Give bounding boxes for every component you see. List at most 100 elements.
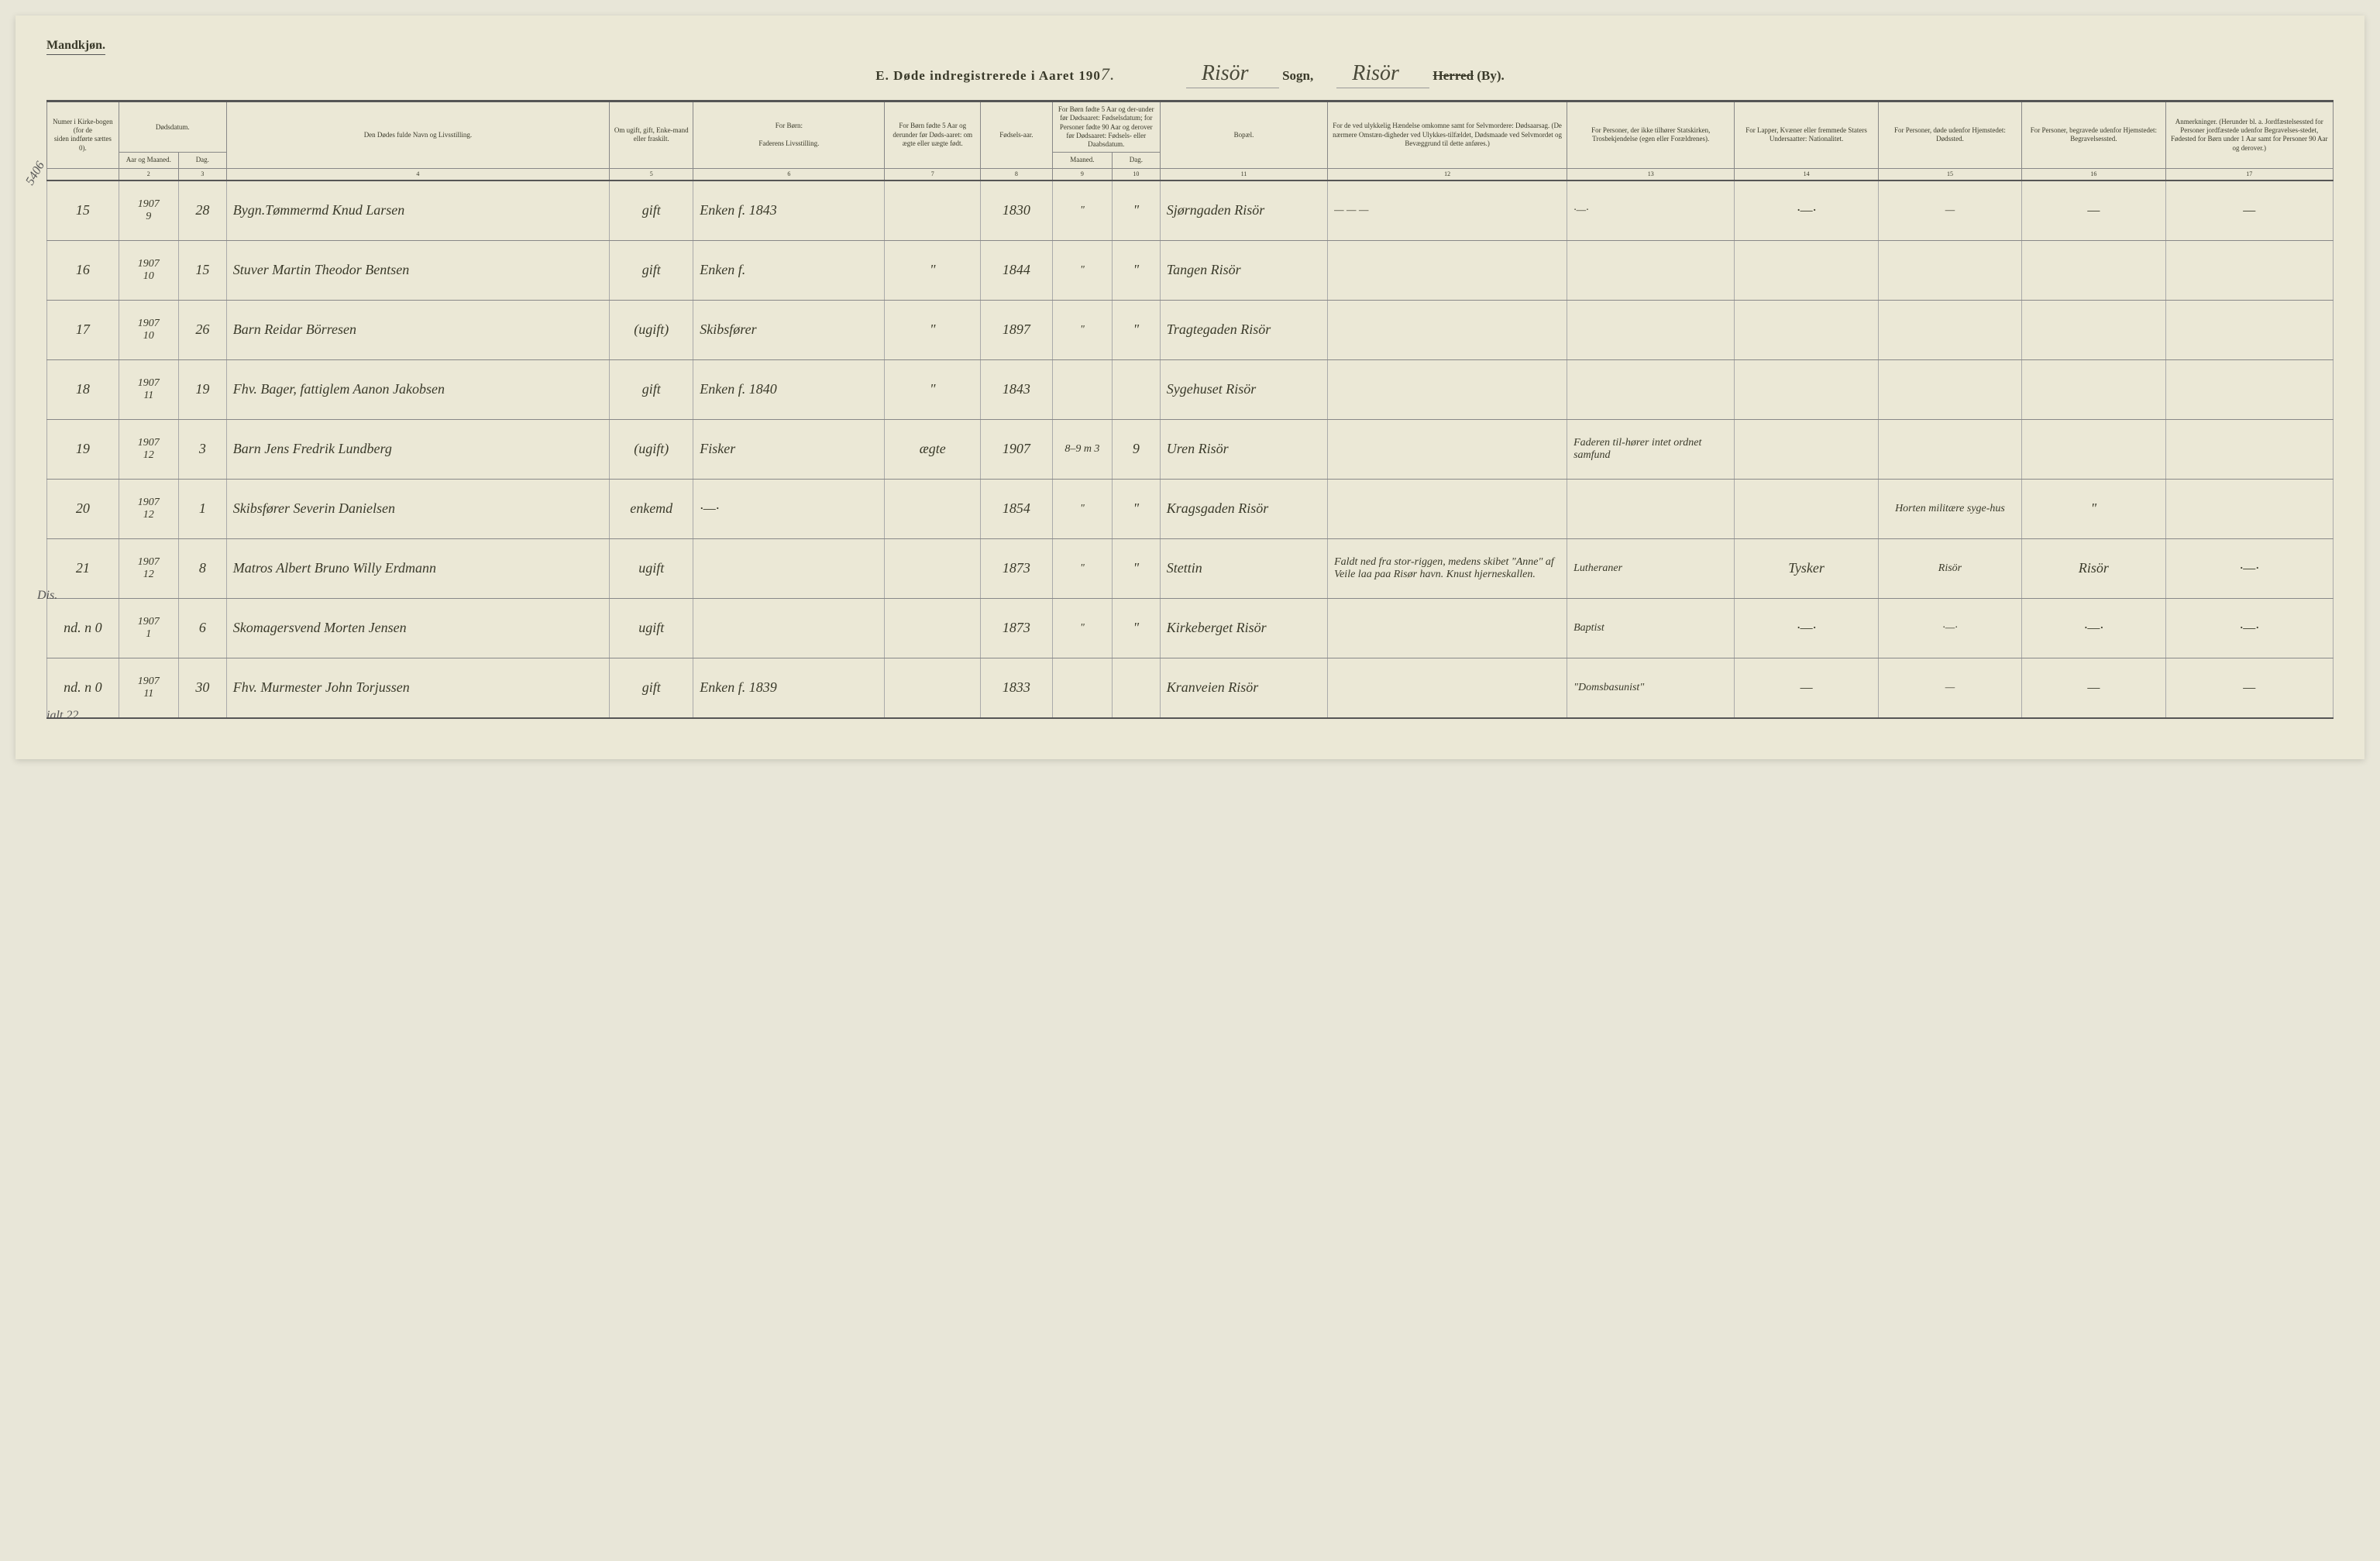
cell-father [693, 598, 885, 658]
cell-born: 1833 [981, 658, 1053, 718]
cell-faith: "Domsbasunist" [1567, 658, 1735, 718]
cell-faith [1567, 300, 1735, 359]
cell-bd [1113, 658, 1161, 718]
cell-yearmo: 190710 [119, 240, 178, 300]
cell-cause [1328, 300, 1567, 359]
cell-day: 6 [178, 598, 226, 658]
cell-day: 8 [178, 538, 226, 598]
cell-yearmo: 190711 [119, 658, 178, 718]
cell-born: 1830 [981, 181, 1053, 241]
cell-day: 30 [178, 658, 226, 718]
cell-bplace [2022, 419, 2165, 479]
cell-faith [1567, 240, 1735, 300]
table-row: 1719071026Barn Reidar Börresen(ugift)Ski… [47, 300, 2334, 359]
header-row: Mandkjøn. [46, 39, 2334, 55]
cell-legit: " [885, 240, 981, 300]
cell-legit [885, 538, 981, 598]
cell-status: (ugift) [610, 300, 693, 359]
cell-dplace: ·—· [1878, 598, 2021, 658]
cell-bm: " [1052, 479, 1112, 538]
cell-father: Skibsfører [693, 300, 885, 359]
cell-born: 1854 [981, 479, 1053, 538]
cell-yearmo: 19079 [119, 181, 178, 241]
cell-bd [1113, 359, 1161, 419]
cell-legit: " [885, 300, 981, 359]
table-row: 211907128Matros Albert Bruno Willy Erdma… [47, 538, 2334, 598]
cell-bd: 9 [1113, 419, 1161, 479]
cell-father: Fisker [693, 419, 885, 479]
cell-father [693, 538, 885, 598]
cell-name: Bygn.Tømmermd Knud Larsen [226, 181, 609, 241]
cell-bplace: Risör [2022, 538, 2165, 598]
cell-name: Stuver Martin Theodor Bentsen [226, 240, 609, 300]
cell-dplace [1878, 300, 2021, 359]
cell-num: 17 [47, 300, 119, 359]
cell-yearmo: 190710 [119, 300, 178, 359]
cell-name: Skibsfører Severin Danielsen [226, 479, 609, 538]
cell-place: Sygehuset Risör [1160, 359, 1327, 419]
cell-dplace [1878, 240, 2021, 300]
cell-cause [1328, 359, 1567, 419]
cell-legit [885, 479, 981, 538]
cell-bplace [2022, 300, 2165, 359]
cell-legit [885, 658, 981, 718]
cell-dplace: — [1878, 658, 2021, 718]
cell-note: — [2165, 181, 2333, 241]
cell-status: gift [610, 181, 693, 241]
cell-father: Enken f. [693, 240, 885, 300]
cell-name: Skomagersvend Morten Jensen [226, 598, 609, 658]
cell-bm: " [1052, 300, 1112, 359]
cell-note [2165, 419, 2333, 479]
cell-cause [1328, 658, 1567, 718]
table-row: 1819071119Fhv. Bager, fattiglem Aanon Ja… [47, 359, 2334, 419]
cell-born: 1843 [981, 359, 1053, 419]
cell-born: 1873 [981, 538, 1053, 598]
cell-num: 16 [47, 240, 119, 300]
cell-bm: 8–9 m 3 [1052, 419, 1112, 479]
cell-faith [1567, 479, 1735, 538]
cell-faith: Faderen til-hører intet ordnet samfund [1567, 419, 1735, 479]
title-row: E. Døde indregistrerede i Aaret 1907. Ri… [46, 61, 2334, 88]
cell-num: 18 [47, 359, 119, 419]
cell-dplace: Horten militære syge-hus [1878, 479, 2021, 538]
cell-num: nd. n 0 [47, 598, 119, 658]
cell-nat [1735, 300, 1878, 359]
cell-yearmo: 190712 [119, 419, 178, 479]
cell-place: Kragsgaden Risör [1160, 479, 1327, 538]
cell-father: Enken f. 1843 [693, 181, 885, 241]
cell-status: (ugift) [610, 419, 693, 479]
cell-nat: ·—· [1735, 598, 1878, 658]
cell-dplace: Risör [1878, 538, 2021, 598]
cell-note: — [2165, 658, 2333, 718]
table-row: 201907121Skibsfører Severin Danielsenenk… [47, 479, 2334, 538]
cell-faith: Baptist [1567, 598, 1735, 658]
table-row: 191907123Barn Jens Fredrik Lundberg(ugif… [47, 419, 2334, 479]
cell-yearmo: 19071 [119, 598, 178, 658]
cell-place: Tragtegaden Risör [1160, 300, 1327, 359]
cell-day: 26 [178, 300, 226, 359]
cell-name: Barn Jens Fredrik Lundberg [226, 419, 609, 479]
cell-born: 1897 [981, 300, 1053, 359]
cell-num: 20 [47, 479, 119, 538]
cell-num: 15 [47, 181, 119, 241]
table-row: 151907928Bygn.Tømmermd Knud LarsengiftEn… [47, 181, 2334, 241]
herred-field: Risör Herred (By). [1336, 61, 1504, 88]
cell-nat [1735, 479, 1878, 538]
cell-yearmo: 190712 [119, 479, 178, 538]
cell-yearmo: 190712 [119, 538, 178, 598]
cell-nat: Tysker [1735, 538, 1878, 598]
cell-nat: ·—· [1735, 181, 1878, 241]
title-main: E. Døde indregistrerede i Aaret 1907. [875, 64, 1163, 84]
table-header: Numer i Kirke-bogen (for desiden indført… [47, 101, 2334, 181]
table-row: 1619071015Stuver Martin Theodor Bentseng… [47, 240, 2334, 300]
cell-bd: " [1113, 479, 1161, 538]
cell-faith: Lutheraner [1567, 538, 1735, 598]
cell-dplace: — [1878, 181, 2021, 241]
cell-nat [1735, 240, 1878, 300]
cell-bd: " [1113, 181, 1161, 241]
cell-cause [1328, 598, 1567, 658]
cell-bplace [2022, 359, 2165, 419]
cell-faith [1567, 359, 1735, 419]
cell-father: Enken f. 1840 [693, 359, 885, 419]
cell-bplace: " [2022, 479, 2165, 538]
